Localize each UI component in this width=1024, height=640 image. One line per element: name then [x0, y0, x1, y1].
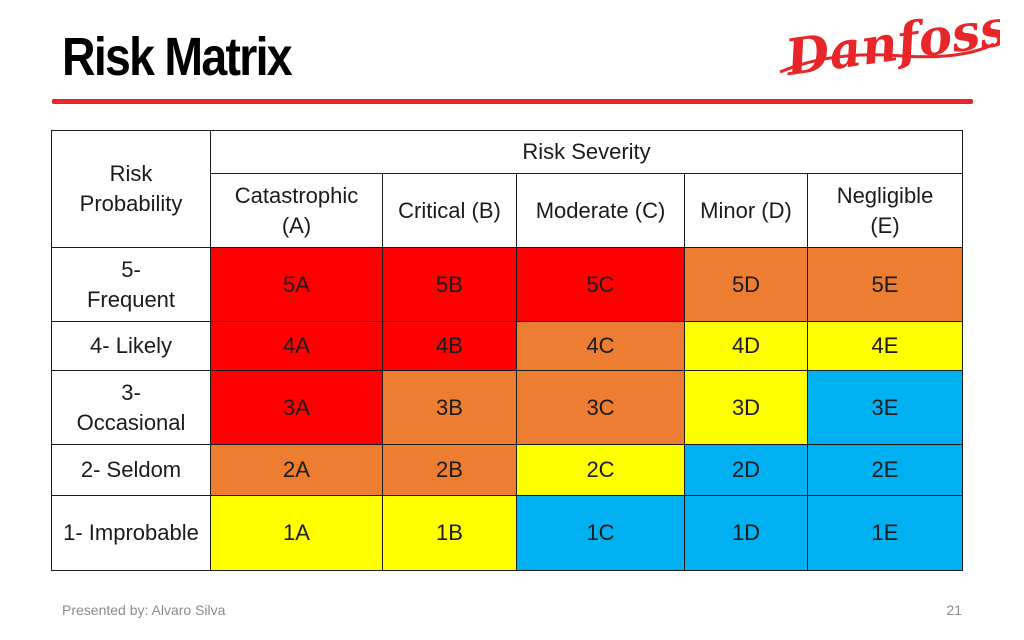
column-header: Moderate (C)	[516, 173, 685, 248]
risk-cell: 3E	[807, 370, 963, 445]
row-label: 3- Occasional	[51, 370, 211, 445]
risk-cell: 4C	[516, 321, 685, 371]
risk-cell: 4A	[210, 321, 383, 371]
risk-cell: 4D	[684, 321, 808, 371]
risk-cell: 2A	[210, 444, 383, 496]
risk-cell: 2E	[807, 444, 963, 496]
row-label: 5- Frequent	[51, 247, 211, 322]
presenter-footer: Presented by: Alvaro Silva	[62, 602, 226, 618]
column-header: Minor (D)	[684, 173, 808, 248]
column-header: Critical (B)	[382, 173, 517, 248]
risk-cell: 1C	[516, 495, 685, 571]
risk-cell: 3B	[382, 370, 517, 445]
row-label: 4- Likely	[51, 321, 211, 371]
risk-cell: 2B	[382, 444, 517, 496]
risk-cell: 5E	[807, 247, 963, 322]
risk-matrix-table: Risk Probability Risk Severity Catastrop…	[51, 130, 963, 571]
table-row: 3- Occasional 3A 3B 3C 3D 3E	[51, 370, 963, 445]
risk-cell: 5A	[210, 247, 383, 322]
table-row: 2- Seldom 2A 2B 2C 2D 2E	[51, 444, 963, 496]
risk-cell: 2D	[684, 444, 808, 496]
risk-cell: 1B	[382, 495, 517, 571]
risk-cell: 5C	[516, 247, 685, 322]
row-label: 1- Improbable	[51, 495, 211, 571]
risk-cell: 3D	[684, 370, 808, 445]
page-number: 21	[946, 602, 962, 618]
title-underline	[52, 99, 973, 104]
svg-text:Danfoss: Danfoss	[780, 10, 1000, 87]
risk-cell: 5B	[382, 247, 517, 322]
corner-label: Risk Probability	[51, 130, 211, 248]
table-row: 1- Improbable 1A 1B 1C 1D 1E	[51, 495, 963, 571]
column-header: Catastrophic (A)	[210, 173, 383, 248]
table-row: 4- Likely 4A 4B 4C 4D 4E	[51, 321, 963, 371]
risk-cell: 3C	[516, 370, 685, 445]
risk-cell: 1A	[210, 495, 383, 571]
risk-cell: 3A	[210, 370, 383, 445]
column-header: Negligible (E)	[807, 173, 963, 248]
risk-cell: 1D	[684, 495, 808, 571]
risk-cell: 1E	[807, 495, 963, 571]
row-label: 2- Seldom	[51, 444, 211, 496]
table-row: 5- Frequent 5A 5B 5C 5D 5E	[51, 247, 963, 322]
risk-cell: 2C	[516, 444, 685, 496]
danfoss-logo: Danfoss	[779, 10, 1000, 87]
severity-header: Risk Severity	[210, 130, 963, 174]
slide-title: Risk Matrix	[62, 27, 293, 87]
risk-cell: 5D	[684, 247, 808, 322]
risk-cell: 4B	[382, 321, 517, 371]
risk-cell: 4E	[807, 321, 963, 371]
